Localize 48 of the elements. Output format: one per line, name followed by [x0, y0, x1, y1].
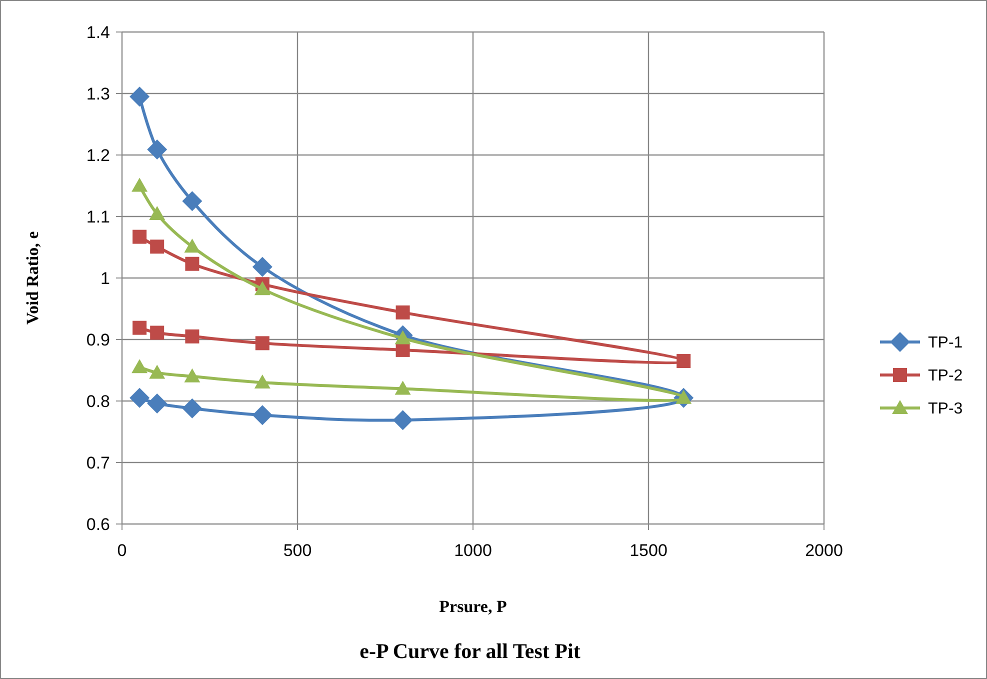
point: [150, 326, 164, 340]
legend-label: TP-1: [928, 334, 963, 352]
point: [182, 191, 202, 212]
point: [252, 256, 272, 277]
point: [254, 281, 270, 296]
point: [149, 364, 166, 379]
y-tick-label: 1.1: [86, 207, 110, 226]
point: [394, 330, 411, 344]
point: [130, 388, 150, 408]
point: [149, 206, 166, 220]
point: [396, 305, 410, 320]
point: [132, 178, 148, 192]
point: [184, 368, 200, 382]
x-tick-label: 500: [283, 541, 312, 560]
x-tick-label: 1000: [454, 541, 492, 560]
x-tick-label: 0: [117, 541, 127, 560]
x-tick-label: 2000: [805, 541, 843, 560]
point: [147, 139, 168, 160]
point: [182, 398, 202, 418]
y-tick-label: 0.7: [86, 453, 110, 472]
x-axis-title: Prsure, P: [439, 597, 507, 616]
point: [394, 380, 411, 395]
point: [132, 359, 148, 374]
y-tick-label: 1.2: [86, 146, 110, 165]
point: [254, 374, 270, 389]
legend-label: TP-3: [928, 400, 963, 418]
point: [147, 393, 168, 414]
point: [252, 405, 272, 426]
y-tick-label: 1: [100, 268, 110, 288]
point: [255, 336, 270, 350]
point: [392, 410, 413, 430]
y-tick-label: 0.6: [86, 514, 110, 534]
y-axis-title: Void Ratio, e: [23, 230, 42, 325]
text: e-P Curve for all Test Pit: [360, 639, 580, 663]
point: [184, 238, 200, 253]
point: [676, 354, 691, 368]
y-tick-label: 1.3: [86, 84, 110, 104]
point: [185, 256, 200, 271]
y-tick-label: 0.9: [86, 330, 110, 350]
legend-label: TP-2: [928, 368, 963, 385]
x-tick-label: 1500: [630, 541, 668, 560]
point: [150, 240, 164, 254]
point: [130, 86, 150, 107]
point: [132, 230, 147, 244]
point: [132, 320, 147, 335]
y-tick-label: 0.8: [86, 392, 110, 411]
y-tick-label: 1.4: [86, 22, 110, 42]
point: [185, 329, 200, 344]
